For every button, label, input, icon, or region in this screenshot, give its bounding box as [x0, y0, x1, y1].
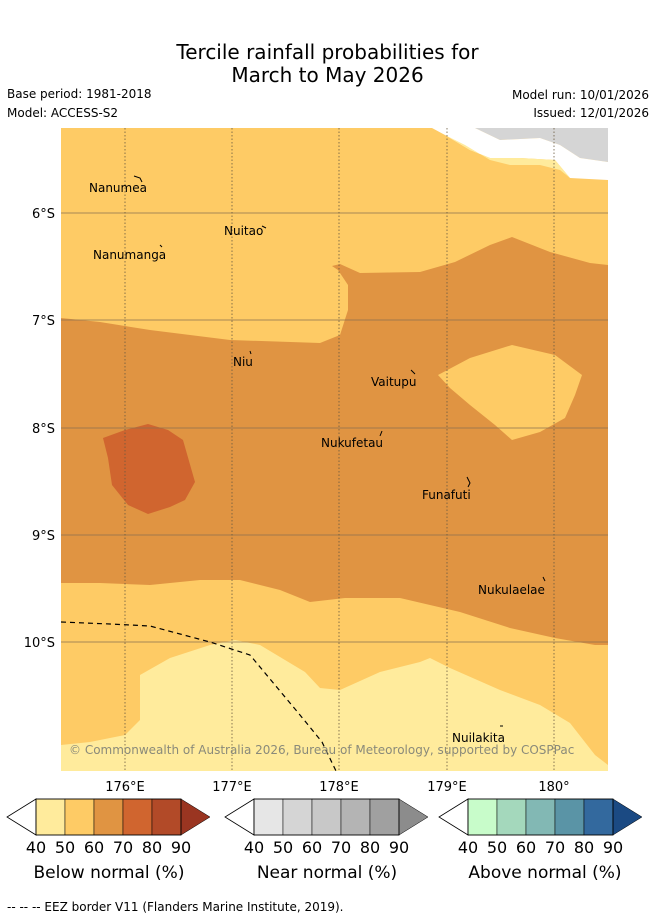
base-period: Base period: 1981-2018 [7, 87, 152, 101]
legend-above-swatch-70 [554, 798, 585, 836]
zone-below-60 [61, 237, 608, 645]
lat-label-8s: 8°S [32, 422, 55, 437]
legend-below-low-arrow [6, 798, 37, 836]
legend-below-tick-80: 80 [142, 838, 162, 857]
legend-above-tick-70: 70 [545, 838, 565, 857]
zone-below-40 [61, 640, 608, 771]
island-nukufetau: Nukufetau [321, 436, 383, 450]
lon-label-177e: 177°E [212, 780, 252, 795]
island-nukulaelae: Nukulaelae [478, 583, 545, 597]
legend-near-tick-40: 40 [244, 838, 264, 857]
legend-above-swatch-50 [496, 798, 527, 836]
legend-near-high-arrow [398, 798, 429, 836]
model-name: Model: ACCESS-S2 [7, 106, 119, 120]
legend-below-tick-40: 40 [26, 838, 46, 857]
legend-below-tick-90: 90 [171, 838, 191, 857]
map-title-line1: Tercile rainfall probabilities for [176, 40, 479, 64]
legend-near-tick-60: 60 [302, 838, 322, 857]
legend-above-swatch-60 [525, 798, 556, 836]
zone-near-40 [432, 128, 608, 180]
legend-colorbars: 40 50 60 70 80 90 40 50 60 70 80 90 40 50 60 70 80 90 [6, 798, 643, 857]
legend-near-outline [253, 798, 400, 836]
island-funafuti: Funafuti [422, 488, 471, 502]
map-title-line2: March to May 2026 [231, 63, 424, 87]
island-vaitupu: Vaitupu [371, 375, 417, 389]
legend-above-outline [467, 798, 614, 836]
legend-above-swatch-40 [467, 798, 498, 836]
lat-label-7s: 7°S [32, 314, 55, 329]
island-nanumea: Nanumea [89, 181, 147, 195]
legend-above-label: Above normal (%) [468, 863, 622, 883]
issued-date: Issued: 12/01/2026 [533, 106, 649, 120]
legend-below-label: Below normal (%) [33, 863, 185, 883]
island-outlines [133, 175, 546, 727]
legend-near-tick-70: 70 [331, 838, 351, 857]
legend-below-tick-60: 60 [84, 838, 104, 857]
legend-below-swatch-70 [122, 798, 153, 836]
legend-near-label: Near normal (%) [256, 863, 398, 883]
lon-label-176e: 176°E [105, 780, 145, 795]
eez-border [61, 621, 337, 771]
island-nuitao: Nuitao [224, 224, 263, 238]
legend-below-tick-70: 70 [113, 838, 133, 857]
legend-above-swatch-80 [583, 798, 614, 836]
legend-near-swatch-70 [340, 798, 371, 836]
zone-below-50-inner [438, 345, 582, 440]
legend-near-tick-50: 50 [273, 838, 293, 857]
legend-below-swatch-40 [35, 798, 66, 836]
legend-near-swatch-50 [282, 798, 313, 836]
legend-above-tick-80: 80 [574, 838, 594, 857]
legend-above-tick-40: 40 [458, 838, 478, 857]
legend-near-swatch-60 [311, 798, 342, 836]
model-run: Model run: 10/01/2026 [511, 88, 649, 102]
zone-near-50 [475, 128, 608, 162]
lon-label-180: 180° [538, 780, 569, 795]
probability-map [61, 128, 608, 771]
legend-near-tick-80: 80 [360, 838, 380, 857]
legend-near-low-arrow [224, 798, 255, 836]
legend-below-swatch-80 [151, 798, 182, 836]
island-nuilakita: Nuilakita [452, 731, 505, 745]
legend-above-low-arrow [438, 798, 469, 836]
legend-above-tick-90: 90 [603, 838, 623, 857]
zone-below-70 [103, 424, 195, 514]
island-niu: Niu [233, 355, 253, 369]
legend-below-swatch-60 [93, 798, 124, 836]
lat-label-9s: 9°S [32, 529, 55, 544]
legend-above-tick-60: 60 [516, 838, 536, 857]
copyright-text: © Commonwealth of Australia 2026, Bureau… [69, 743, 574, 757]
legend-near-swatch-40 [253, 798, 284, 836]
legend-below-swatch-50 [64, 798, 95, 836]
lat-grid [61, 212, 608, 643]
legend-below-outline [35, 798, 182, 836]
legend-below-tick-50: 50 [55, 838, 75, 857]
legend-below-high-arrow [180, 798, 211, 836]
lat-label-10s: 10°S [24, 636, 55, 651]
legend-near-swatch-80 [369, 798, 400, 836]
legend-above-high-arrow [612, 798, 643, 836]
lon-grid [124, 128, 555, 771]
legend-above-tick-50: 50 [487, 838, 507, 857]
lat-label-6s: 6°S [32, 207, 55, 222]
eez-footer-note: -- -- -- EEZ border V11 (Flanders Marine… [7, 900, 344, 914]
lon-label-178e: 178°E [319, 780, 359, 795]
legend-near-tick-90: 90 [389, 838, 409, 857]
island-nanumanga: Nanumanga [93, 248, 166, 262]
lon-label-179e: 179°E [427, 780, 467, 795]
